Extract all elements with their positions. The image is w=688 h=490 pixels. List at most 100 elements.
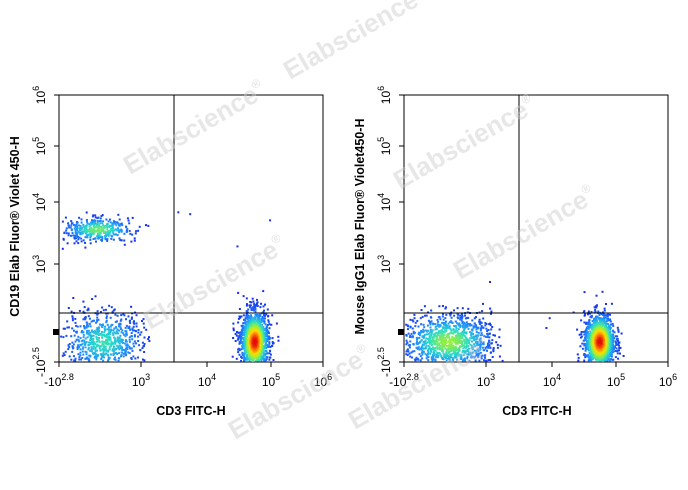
event-dot (242, 343, 245, 346)
event-dot (463, 322, 466, 325)
event-dot (97, 234, 100, 237)
event-dot (84, 357, 87, 360)
event-dot (431, 356, 434, 358)
event-dot (247, 336, 250, 339)
event-dot (117, 229, 120, 232)
event-dot (106, 226, 109, 229)
event-dot (263, 321, 266, 324)
event-dot (265, 355, 268, 358)
event-dot (70, 224, 73, 227)
event-dot (255, 356, 258, 359)
event-dot (597, 348, 600, 351)
event-dot (243, 334, 246, 336)
event-dot (93, 352, 96, 355)
event-dot (409, 346, 411, 349)
event-dot (259, 325, 262, 328)
event-dot (488, 345, 491, 348)
event-dot (445, 320, 447, 323)
event-dot (424, 352, 427, 355)
event-dot (264, 342, 267, 345)
event-dot (618, 346, 621, 349)
event-dot (85, 351, 88, 354)
event-dot (129, 322, 132, 324)
event-dot (112, 347, 115, 350)
event-dot (124, 335, 127, 338)
event-dot (253, 343, 256, 346)
event-dot (450, 349, 453, 352)
event-dot (116, 234, 119, 237)
axis-break-mark (53, 329, 59, 335)
event-dot (413, 331, 416, 334)
event-dot (425, 314, 428, 317)
event-dot (98, 330, 101, 333)
event-dot (108, 346, 111, 349)
event-dot (90, 350, 93, 353)
event-dot (439, 345, 442, 347)
event-dot (577, 359, 580, 362)
event-dot (85, 229, 88, 231)
event-dot (487, 342, 489, 345)
event-dot (439, 318, 442, 321)
event-dot (443, 345, 446, 348)
event-dot (439, 353, 442, 356)
event-dot (120, 355, 122, 358)
event-dot (459, 314, 462, 317)
event-dot (250, 316, 253, 319)
event-dot (99, 349, 102, 352)
event-dot (450, 316, 453, 319)
event-dot (609, 313, 611, 316)
event-dot (109, 229, 112, 232)
event-dot (430, 331, 433, 334)
event-dot (102, 224, 105, 227)
event-dot (245, 320, 248, 323)
event-dot (98, 347, 101, 350)
event-dot (453, 325, 456, 327)
event-dot (423, 333, 426, 336)
event-dot (477, 331, 480, 334)
event-dot (438, 325, 441, 328)
event-dot (100, 324, 103, 327)
event-dot (109, 336, 112, 339)
event-dot (489, 351, 492, 354)
event-dot (431, 359, 434, 362)
event-dot (264, 323, 267, 326)
event-dot (81, 330, 84, 332)
event-dot (480, 355, 483, 358)
event-dot (61, 247, 64, 250)
event-dot (588, 320, 591, 323)
event-dot (124, 350, 127, 353)
event-dot (111, 332, 114, 335)
event-dot (95, 240, 97, 243)
event-dot (100, 229, 103, 232)
event-dot (95, 230, 98, 233)
event-dot (130, 335, 133, 338)
event-dot (68, 346, 71, 349)
event-dot (84, 227, 86, 230)
event-dot (79, 344, 82, 347)
event-dot (84, 350, 87, 353)
event-dot (118, 237, 121, 240)
event-dot (447, 347, 450, 350)
event-dot (250, 325, 253, 328)
event-dot (458, 345, 461, 348)
event-dot (445, 344, 448, 347)
event-dot (434, 358, 437, 361)
event-dot (70, 310, 73, 313)
event-dot (608, 319, 611, 322)
event-dot (617, 339, 619, 342)
event-dot (119, 229, 122, 232)
event-dot (473, 343, 476, 346)
event-dot (108, 335, 111, 338)
event-dot (462, 323, 465, 326)
event-dot (112, 233, 115, 236)
event-dot (407, 328, 409, 331)
event-dot (424, 339, 427, 342)
event-dot (439, 341, 442, 344)
event-dot (232, 327, 235, 330)
event-dot (139, 333, 142, 336)
event-dot (483, 359, 485, 362)
event-dot (106, 350, 109, 352)
event-dot (143, 343, 146, 345)
event-dot (580, 319, 583, 322)
event-dot (262, 345, 265, 348)
